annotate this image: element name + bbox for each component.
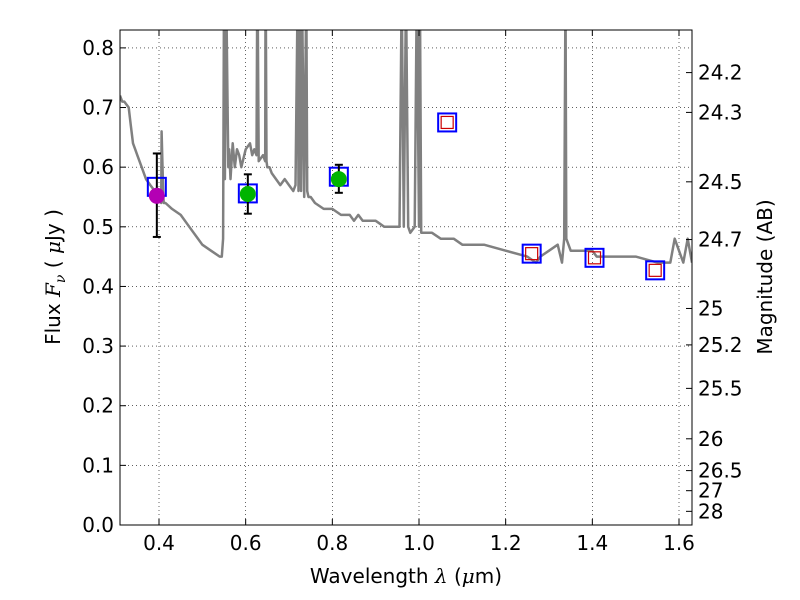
y-tick-label: 0.7 xyxy=(82,96,114,120)
y-tick-label: 0.2 xyxy=(82,394,114,418)
y-tick-label: 0.0 xyxy=(82,513,114,537)
right-tick-label: 24.2 xyxy=(698,61,743,85)
x-tick-label: 0.4 xyxy=(143,531,175,555)
red-square xyxy=(525,247,539,261)
right-tick-label: 26.5 xyxy=(698,459,743,483)
detection-point xyxy=(148,187,165,204)
model-square xyxy=(584,247,605,268)
axis-ticks: 0.4 0.6 0.8 1.0 1.2 1.4 1.6 0.0 0.1 0.2 0.3 0.4 0.5 0… xyxy=(82,30,743,555)
x-tick-label: 0.6 xyxy=(230,531,262,555)
spectrum-line xyxy=(120,30,692,264)
red-square xyxy=(648,263,662,277)
right-tick-label: 25 xyxy=(698,296,723,320)
right-tick-label: 25.5 xyxy=(698,376,743,400)
right-tick-label: 26 xyxy=(698,427,723,451)
detection-point xyxy=(330,171,347,188)
y-axis-label: Flux Fν ( μJy ) xyxy=(41,209,69,345)
markers xyxy=(146,112,666,281)
right-tick-label: 28 xyxy=(698,499,723,523)
right-tick-label: 24.5 xyxy=(698,170,743,194)
x-tick-label: 1.4 xyxy=(576,531,608,555)
model-square xyxy=(521,243,542,264)
y-tick-label: 0.5 xyxy=(82,215,114,239)
right-tick-label: 24.3 xyxy=(698,100,743,124)
model-square xyxy=(437,112,458,133)
right-tick-label: 24.7 xyxy=(698,228,743,252)
x-tick-label: 1.6 xyxy=(663,531,695,555)
plot-frame xyxy=(119,29,693,526)
red-square xyxy=(587,251,602,265)
y-tick-label: 0.4 xyxy=(82,274,114,298)
y-tick-label: 0.1 xyxy=(82,453,114,477)
right-tick-label: 25.2 xyxy=(698,333,743,357)
x-tick-label: 0.8 xyxy=(316,531,348,555)
x-tick-label: 1.0 xyxy=(403,531,435,555)
y-tick-label: 0.6 xyxy=(82,155,114,179)
y-tick-label: 0.3 xyxy=(82,334,114,358)
right-tick-label: 27 xyxy=(698,479,723,503)
x-tick-label: 1.2 xyxy=(490,531,522,555)
red-square xyxy=(440,115,454,130)
detection-point xyxy=(239,186,256,203)
model-square xyxy=(645,260,666,281)
plot-area xyxy=(120,30,692,264)
right-axis-label: Magnitude (AB) xyxy=(753,199,777,354)
y-tick-label: 0.8 xyxy=(82,36,114,60)
x-axis-label: Wavelength λ (μm) xyxy=(310,564,502,588)
